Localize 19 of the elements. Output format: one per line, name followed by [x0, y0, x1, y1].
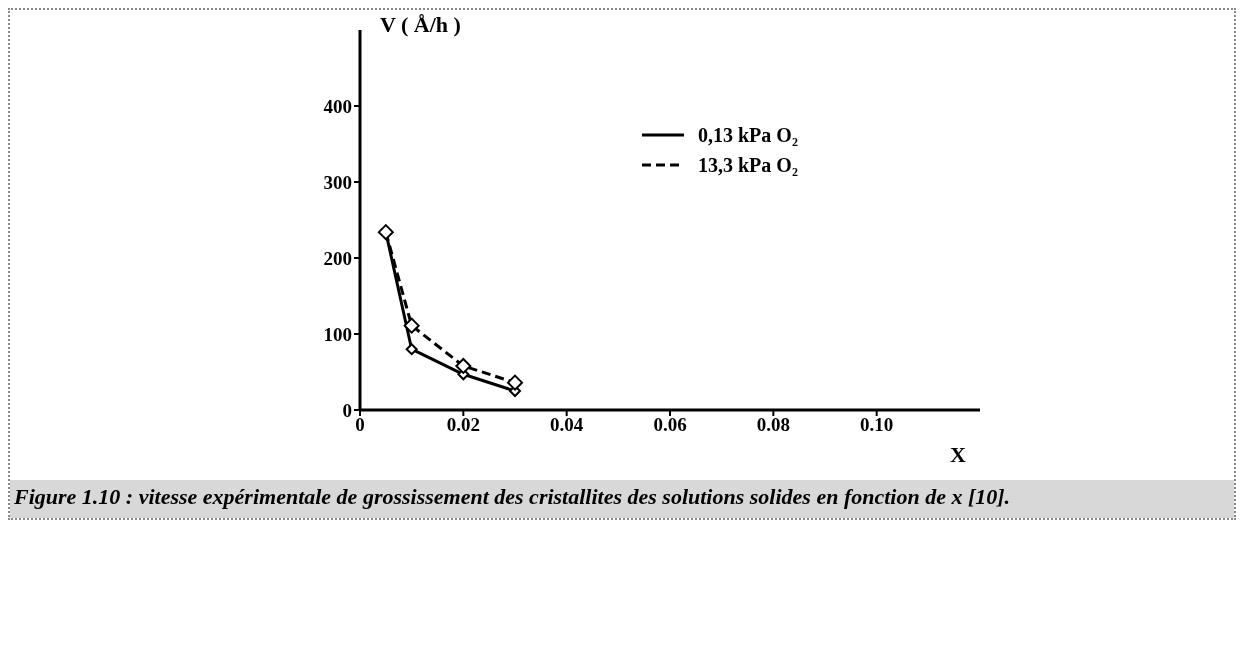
caption: Figure 1.10 : vitesse expérimentale de grossissement des cristallites des solutions solides en fonction de x [10].	[10, 480, 1234, 518]
point	[403, 317, 420, 334]
point	[507, 374, 523, 391]
x-tick-label: 0.10	[860, 414, 894, 436]
x-tick-label: 0.08	[756, 414, 790, 436]
x-tick-label: 0.02	[446, 414, 480, 436]
x-tick-label: 0.06	[653, 414, 687, 436]
legend-label: 13,3 kPa O₂	[698, 153, 798, 177]
y-tick-label: 200	[323, 247, 352, 269]
point	[455, 357, 472, 374]
y-tick-label: 0	[342, 399, 352, 421]
y-tick-label: 300	[323, 171, 352, 193]
y-axis-title: V ( Å/h )	[380, 12, 461, 38]
legend-label: 0,13 kPa O₂	[698, 123, 798, 147]
x-axis-title: X	[950, 442, 966, 468]
y-tick-label: 400	[323, 95, 352, 117]
x-tick-label: 0.04	[550, 414, 584, 436]
y-tick-label: 100	[323, 323, 352, 345]
point	[405, 343, 418, 356]
